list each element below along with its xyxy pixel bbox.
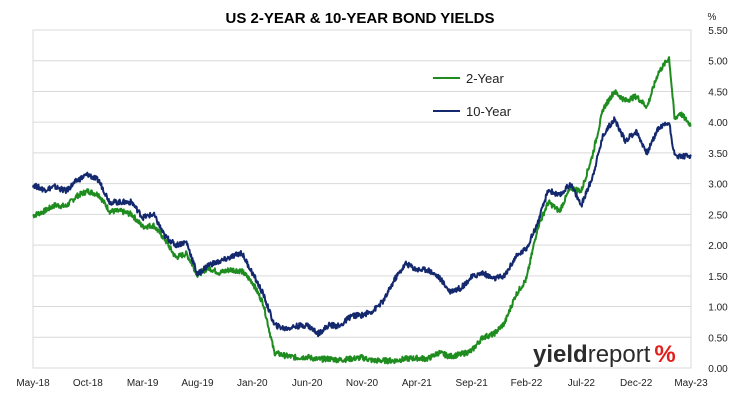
y-tick-label: 5.50	[708, 26, 728, 37]
legend-label: 10-Year	[466, 104, 512, 119]
y-tick-label: 4.50	[708, 87, 728, 98]
x-tick-label: Apr-21	[402, 378, 432, 389]
x-tick-label: Oct-18	[73, 378, 103, 389]
plot-frame	[32, 29, 692, 369]
x-tick-label: May-18	[16, 378, 50, 389]
y-tick-label: 3.00	[708, 180, 728, 191]
x-tick-label: Jan-20	[237, 378, 268, 389]
y-tick-label: 1.50	[708, 272, 728, 283]
gridlines	[32, 29, 692, 369]
logo-part-yield: yield	[533, 341, 588, 368]
y-tick-label: 2.50	[708, 210, 728, 221]
legend-label: 2-Year	[466, 71, 504, 86]
x-tick-label: Nov-20	[346, 378, 379, 389]
y-tick-label: 4.00	[708, 118, 728, 129]
x-tick-label: Dec-22	[620, 378, 653, 389]
x-tick-label: Mar-19	[127, 378, 159, 389]
y-axis-unit: %	[708, 12, 717, 23]
x-tick-label: Aug-19	[181, 378, 214, 389]
y-tick-label: 1.00	[708, 303, 728, 314]
x-tick-label: Feb-22	[511, 378, 543, 389]
y-tick-label: 5.00	[708, 57, 728, 68]
y-tick-label: 3.50	[708, 149, 728, 160]
y-tick-label: 0.50	[708, 333, 728, 344]
y-tick-label: 2.00	[708, 241, 728, 252]
x-tick-label: Sep-21	[456, 378, 489, 389]
logo-part-report: report	[588, 341, 651, 368]
x-tick-label: May-23	[674, 378, 708, 389]
series-line	[32, 56, 692, 365]
x-tick-label: Jul-22	[568, 378, 596, 389]
x-axis-ticks: May-18 Oct-18 Mar-19 Aug-19 Jan-20 Jun-20 Nov-…	[16, 378, 708, 389]
series-line	[32, 116, 692, 338]
series-lines	[32, 56, 692, 365]
yieldreport-logo: yieldreport%	[533, 341, 676, 368]
x-tick-label: Jun-20	[292, 378, 323, 389]
chart-title: US 2-YEAR & 10-YEAR BOND YIELDS	[226, 10, 495, 27]
y-axis-ticks: 0.00 0.50 1.00 1.50 2.00 2.50 3.00 3.50 4.00 4.50…	[708, 26, 728, 375]
legend: 2-Year 10-Year	[433, 71, 512, 119]
logo-part-percent: %	[654, 341, 675, 368]
y-tick-label: 0.00	[708, 364, 728, 375]
